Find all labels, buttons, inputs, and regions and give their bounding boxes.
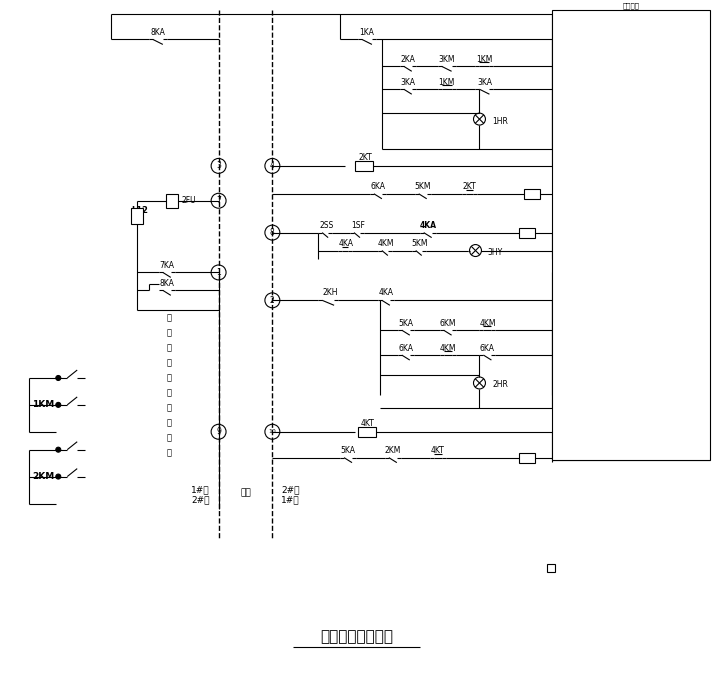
Text: 压: 压 — [166, 388, 171, 397]
Text: 10: 10 — [268, 429, 276, 434]
Text: 8KA: 8KA — [159, 279, 174, 288]
Text: 接触器: 接触器 — [632, 62, 648, 70]
Text: 2HR: 2HR — [493, 380, 508, 389]
Text: 全: 全 — [559, 57, 563, 66]
Text: 4KM: 4KM — [439, 343, 456, 352]
Text: 制: 制 — [166, 433, 171, 443]
Text: 自动控制: 自动控制 — [620, 11, 642, 20]
Text: 行: 行 — [559, 87, 563, 96]
Text: 4KA: 4KA — [338, 239, 353, 248]
Text: 水: 水 — [166, 373, 171, 383]
Text: 1HR: 1HR — [493, 117, 508, 126]
Text: 5KA: 5KA — [341, 446, 356, 455]
Text: 2KH: 2KH — [322, 288, 338, 297]
Text: 3KM: 3KM — [438, 55, 455, 64]
Text: 柜: 柜 — [166, 448, 171, 457]
Text: 7: 7 — [216, 196, 221, 205]
Text: 运: 运 — [559, 345, 563, 354]
Text: 3KA: 3KA — [477, 77, 492, 87]
Text: 2#备: 2#备 — [191, 495, 210, 504]
Text: 6KA: 6KA — [398, 343, 413, 352]
Text: 7KA: 7KA — [159, 261, 174, 270]
Text: 1KA: 1KA — [360, 28, 374, 37]
Text: 备用自投: 备用自投 — [620, 430, 642, 439]
Text: 6KA: 6KA — [371, 182, 386, 191]
Text: 滤: 滤 — [166, 343, 171, 352]
Text: 2: 2 — [270, 296, 275, 305]
Text: 2KA: 2KA — [401, 55, 416, 64]
Text: 1SF: 1SF — [351, 221, 365, 230]
Text: 控制电源及保护: 控制电源及保护 — [616, 212, 646, 219]
Text: 2KM: 2KM — [32, 472, 54, 481]
Text: 运行指示: 运行指示 — [631, 114, 650, 123]
Circle shape — [56, 402, 61, 408]
Text: 压: 压 — [559, 67, 563, 76]
Text: 接触器: 接触器 — [632, 322, 648, 331]
Text: 2SS: 2SS — [319, 221, 333, 230]
Text: 运行指示: 运行指示 — [631, 390, 650, 399]
Circle shape — [56, 474, 61, 479]
Text: 4KT: 4KT — [361, 419, 375, 429]
Text: 手动控制: 手动控制 — [620, 227, 642, 236]
Text: 自动控制: 自动控制 — [623, 2, 640, 9]
Text: 1KM: 1KM — [476, 55, 493, 64]
Text: 6KA: 6KA — [480, 343, 495, 352]
Text: 故障指示: 故障指示 — [620, 245, 642, 254]
Bar — [519, 228, 536, 237]
Text: 2#用: 2#用 — [281, 485, 300, 494]
Bar — [552, 10, 710, 460]
Text: 5KM: 5KM — [414, 182, 431, 191]
Text: 行: 行 — [559, 355, 563, 364]
Bar — [524, 188, 540, 199]
Text: 手动: 手动 — [240, 488, 251, 497]
Text: 差: 差 — [166, 403, 171, 413]
Bar — [355, 161, 373, 171]
Text: 9: 9 — [216, 427, 221, 436]
Text: 3HY: 3HY — [488, 248, 503, 257]
Text: 8: 8 — [270, 228, 275, 237]
Circle shape — [56, 376, 61, 380]
Text: 1#备: 1#备 — [281, 495, 300, 504]
Text: 4KM: 4KM — [479, 319, 496, 328]
Text: 控: 控 — [166, 418, 171, 427]
Text: 2KT: 2KT — [463, 182, 476, 191]
Bar — [131, 208, 143, 223]
Text: 超: 超 — [166, 313, 171, 322]
Text: 4KA: 4KA — [419, 221, 436, 230]
Bar — [519, 453, 536, 463]
Text: 4KT: 4KT — [431, 446, 445, 455]
Text: 5KA: 5KA — [398, 319, 413, 328]
Text: 6KM: 6KM — [439, 319, 456, 328]
Text: 4KA: 4KA — [378, 288, 393, 297]
Text: 8KA: 8KA — [151, 28, 166, 37]
Circle shape — [56, 447, 61, 452]
Bar — [547, 564, 555, 572]
Text: 自动控制: 自动控制 — [620, 261, 642, 270]
Text: 速: 速 — [166, 329, 171, 338]
Text: 4KM: 4KM — [378, 239, 394, 248]
Text: 备用自投: 备用自投 — [620, 183, 642, 192]
Text: 运: 运 — [559, 77, 563, 87]
Text: 2KT: 2KT — [358, 154, 372, 163]
Text: 网: 网 — [166, 359, 171, 368]
Text: 5KM: 5KM — [411, 239, 428, 248]
Text: 1#用: 1#用 — [191, 485, 210, 494]
Text: 全: 全 — [559, 325, 563, 334]
Text: 稳压泵二次原理图: 稳压泵二次原理图 — [321, 630, 393, 644]
Text: 3KA: 3KA — [401, 77, 416, 87]
Text: 1KM: 1KM — [32, 401, 54, 409]
Bar — [166, 194, 178, 208]
Text: 压: 压 — [559, 334, 563, 343]
Text: 4: 4 — [270, 161, 275, 170]
Text: 1KM: 1KM — [438, 77, 455, 87]
Text: 1: 1 — [216, 268, 221, 277]
Text: 2FU: 2FU — [182, 196, 196, 205]
Bar — [358, 426, 376, 437]
Text: 3: 3 — [216, 161, 221, 170]
Text: L12: L12 — [131, 206, 148, 215]
Text: 2KM: 2KM — [385, 446, 401, 455]
